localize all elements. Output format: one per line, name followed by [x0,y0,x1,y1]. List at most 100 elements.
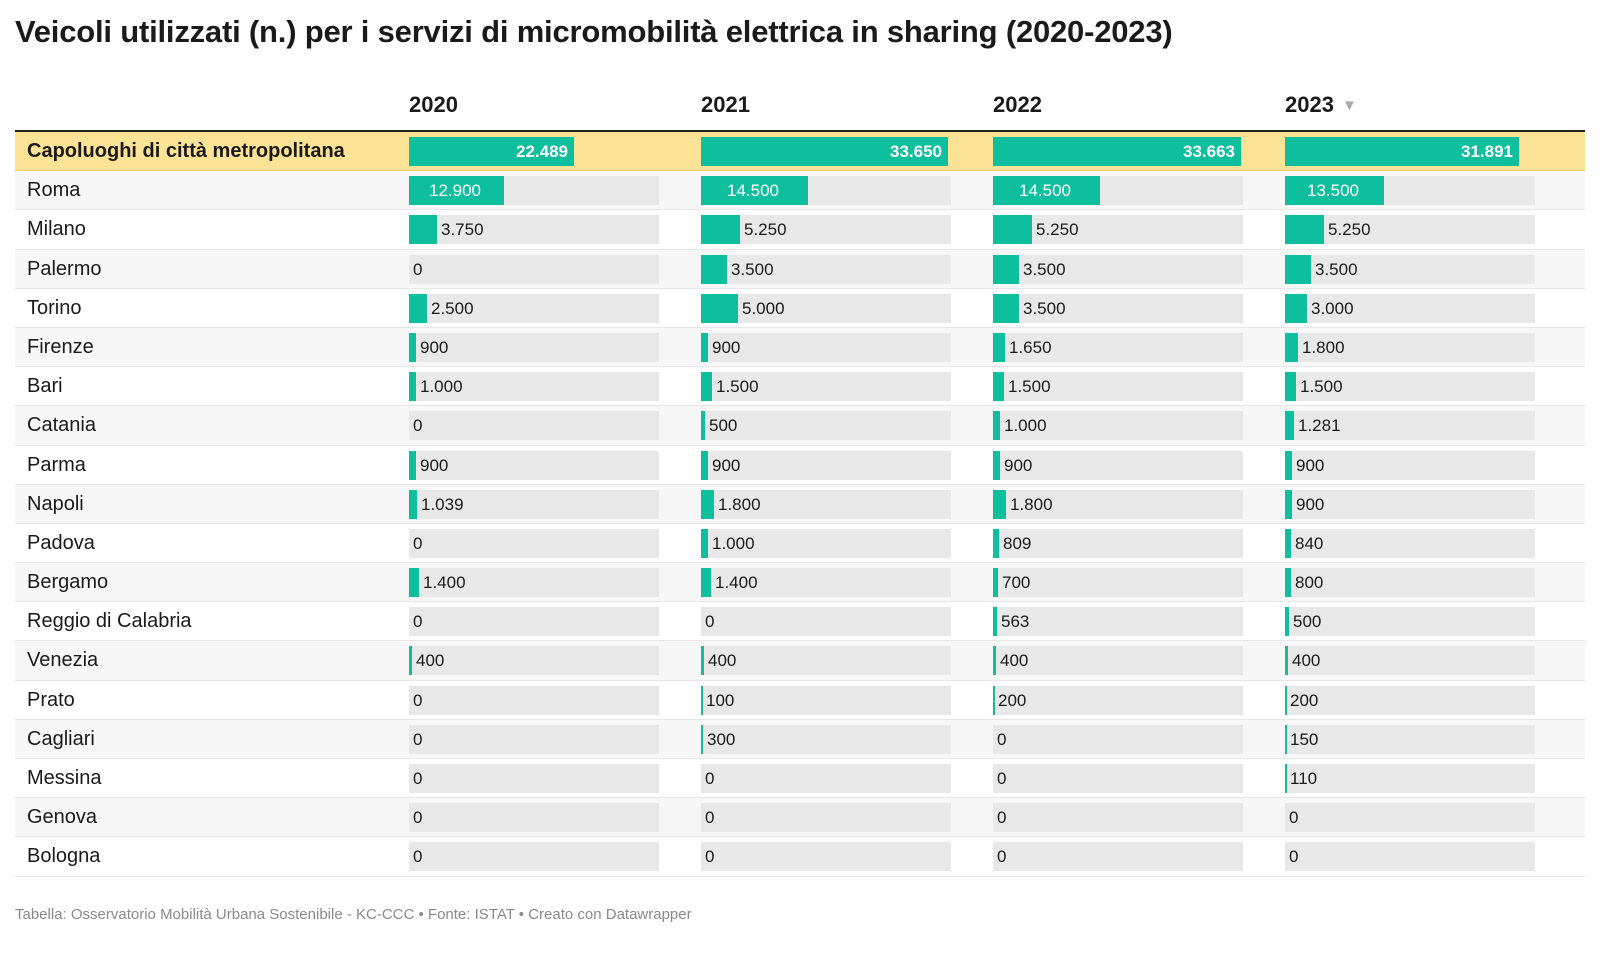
bar [701,137,948,166]
bar [701,528,708,558]
bar-cell: 0 [993,724,1243,754]
table-row: Bologna 0 0 0 0 [15,837,1585,877]
bar-cell: 900 [409,332,659,362]
row-label: Catania [27,414,96,437]
bar-track [993,411,1243,441]
bar-track [1285,372,1535,402]
row-label: Napoli [27,492,84,515]
bar-value-label: 12.900 [429,181,481,201]
bar-value-label: 13.500 [1307,181,1359,201]
bar-value-label: 900 [712,455,741,475]
bar [993,215,1032,245]
bar-cell: 0 [993,842,1243,872]
bar-value-label: 1.400 [423,573,466,593]
bar-cell: 0 [1285,842,1535,872]
bar-track [1285,489,1535,519]
bar [993,450,1000,480]
bar [1285,176,1384,206]
row-label: Bari [27,375,63,398]
bar-value-label: 0 [997,729,1007,749]
bar-cell: 900 [993,450,1243,480]
bar-value-label: 1.500 [716,377,759,397]
bar-cell: 0 [701,764,951,793]
column-header-2022[interactable]: 2022 [993,92,1042,117]
bar-track [409,332,659,362]
bar-cell: 5.000 [701,293,951,323]
bar-value-label: 1.500 [1300,377,1343,397]
bar-cell: 400 [409,646,659,676]
bar-cell: 2.500 [409,293,659,323]
bar-track [1285,764,1535,793]
bar-cell: 1.650 [993,332,1243,362]
bar [1285,215,1324,245]
bar [701,646,704,676]
bar-track [1285,411,1535,441]
bar-cell: 5.250 [993,215,1243,245]
column-header-2023[interactable]: 2023 ▼ [1285,92,1357,118]
bar-track [993,646,1243,676]
bar-cell: 1.500 [993,372,1243,402]
column-header-2020[interactable]: 2020 [409,92,458,117]
bar-cell: 0 [409,842,659,872]
bar [701,411,705,441]
bar-value-label: 110 [1290,769,1318,788]
bar-value-label: 14.500 [727,181,779,201]
row-label: Capoluoghi di città metropolitana [27,140,345,162]
bar-cell: 0 [409,803,659,833]
bar-track [701,607,951,637]
bar-value-label: 1.000 [1004,416,1047,436]
column-header-2021[interactable]: 2021 [701,92,750,117]
bar-value-label: 400 [1000,651,1029,671]
bar-cell: 400 [701,646,951,676]
bar-value-label: 1.000 [712,533,755,553]
bar-value-label: 0 [705,769,715,788]
bar-track [993,842,1243,872]
bar-cell: 0 [409,254,659,284]
bar-cell: 1.800 [701,489,951,519]
bar-cell: 31.891 [1285,137,1535,166]
bar-cell: 12.900 [409,176,659,206]
bar [701,450,708,480]
bar-track [993,372,1243,402]
bar-cell: 0 [993,764,1243,793]
bar-cell: 5.250 [1285,215,1535,245]
bar-cell: 3.000 [1285,293,1535,323]
bar-cell: 200 [1285,685,1535,715]
bar-cell: 500 [1285,607,1535,637]
table-row: Bari 1.000 1.500 1.500 1.500 [15,367,1585,407]
bar-track [1285,293,1535,323]
bar-cell: 900 [409,450,659,480]
bar-cell: 800 [1285,568,1535,598]
bar-track [701,724,951,754]
bar [409,215,437,245]
bar-track [701,332,951,362]
bar-value-label: 0 [1289,808,1299,828]
bar [993,293,1019,323]
bar-value-label: 809 [1003,533,1032,553]
bar-track [409,489,659,519]
bar-track [1285,842,1535,872]
sort-descending-icon[interactable]: ▼ [1341,97,1357,114]
bar-cell: 5.250 [701,215,951,245]
bar-value-label: 2.500 [431,298,474,318]
bar [701,489,714,519]
bar-cell: 0 [409,724,659,754]
bar-cell: 3.500 [993,254,1243,284]
bar [993,685,995,715]
bar [1285,254,1311,284]
bar-cell: 809 [993,528,1243,558]
bar [993,332,1005,362]
bar-track [701,489,951,519]
bar-value-label: 500 [709,416,738,436]
table-row: Palermo 0 3.500 3.500 3.500 [15,249,1585,289]
bar-cell: 33.663 [993,137,1243,166]
bar-value-label: 1.000 [420,377,463,397]
bar-value-label: 0 [413,808,423,828]
bar [701,332,708,362]
table-row: Padova 0 1.000 809 840 [15,524,1585,564]
table-row: Bergamo 1.400 1.400 700 800 [15,563,1585,603]
bar-track [993,724,1243,754]
table-row: Torino 2.500 5.000 3.500 3.000 [15,289,1585,328]
bar-track [409,411,659,441]
row-label: Messina [27,767,102,789]
